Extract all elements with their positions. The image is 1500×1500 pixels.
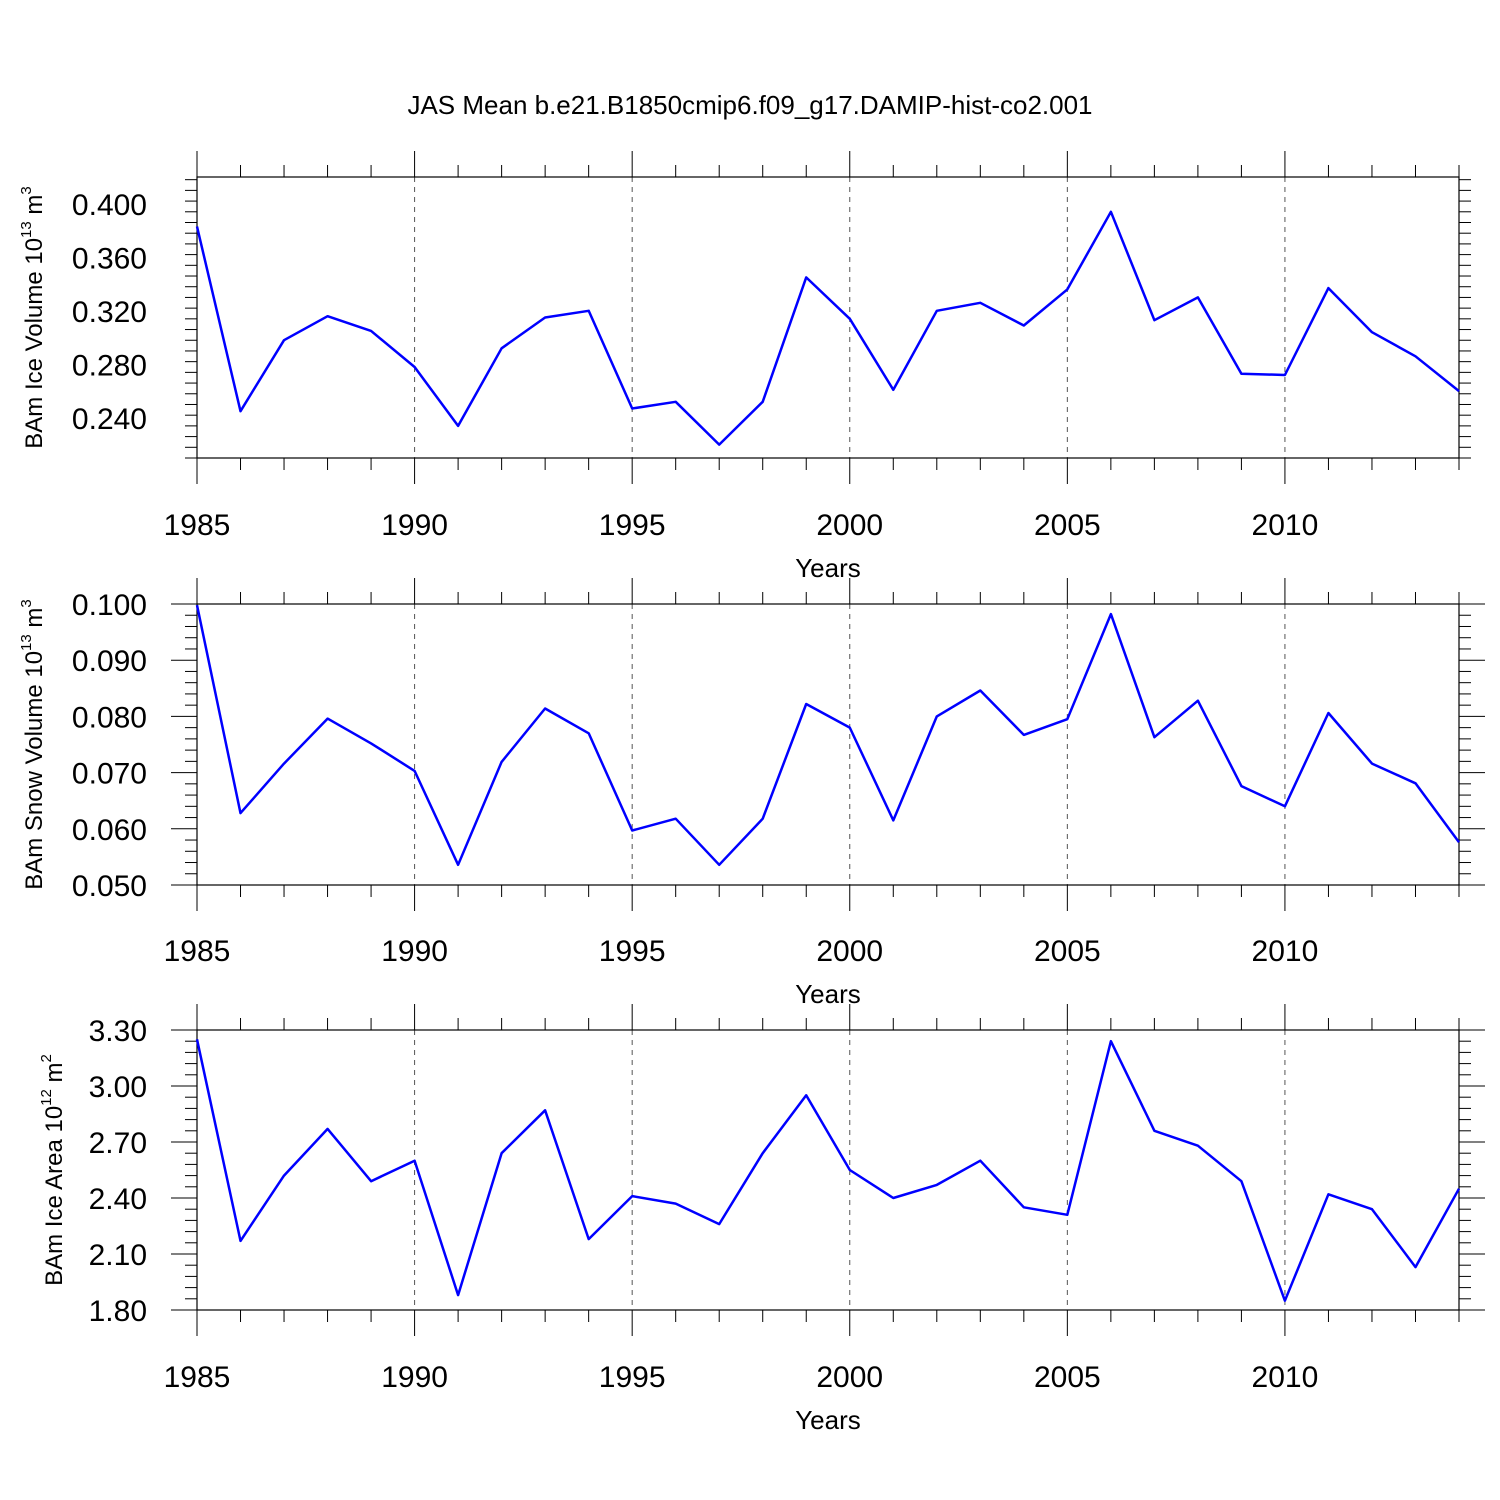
x-tick-label: 2005 (1034, 935, 1101, 968)
x-tick-label: 2000 (816, 935, 883, 968)
y-tick-label: 0.090 (72, 645, 147, 678)
plot-frame (196, 176, 1460, 459)
y-axis-label: BAm Ice Area 1012 m2 (38, 1054, 68, 1286)
y-tick-label: 0.070 (72, 758, 147, 791)
x-tick-label: 2000 (816, 509, 883, 542)
y-tick-label: 0.320 (72, 296, 147, 329)
panel-2: 0.050 0.060 0.070 0.080 0.090 0.100 1985 1990 19… (18, 578, 1485, 1009)
chart-title: JAS Mean b.e21.B1850cmip6.f09_g17.DAMIP-… (407, 90, 1092, 120)
x-tick-label: 1995 (599, 1361, 666, 1394)
x-tick-label: 1985 (164, 935, 231, 968)
x-axis-label: Years (795, 553, 861, 583)
x-tick-label: 2010 (1252, 1361, 1319, 1394)
y-axis-label: BAm Ice Volume 1013 m3 (18, 186, 48, 448)
y-tick-label: 0.080 (72, 701, 147, 734)
y-tick-label: 3.30 (89, 1015, 147, 1048)
y-tick-label: 0.240 (72, 403, 147, 436)
series-line (195, 210, 1460, 446)
x-tick-label: 2005 (1034, 1361, 1101, 1394)
y-tick-label: 2.40 (89, 1183, 147, 1216)
y-tick-label: 0.050 (72, 870, 147, 903)
series-line (195, 604, 1461, 867)
series-line (195, 1039, 1461, 1302)
panel-1: 0.240 0.280 0.320 0.360 0.400 1985 1990 1995 200… (18, 151, 1471, 583)
x-tick-label: 1990 (381, 1361, 448, 1394)
x-tick-label: 1995 (599, 509, 666, 542)
x-tick-label: 1995 (599, 935, 666, 968)
plot-frame (196, 1029, 1460, 1311)
plot-frame (196, 603, 1460, 886)
x-tick-label: 2005 (1034, 509, 1101, 542)
x-tick-label: 2010 (1252, 935, 1319, 968)
y-tick-label: 0.060 (72, 814, 147, 847)
y-tick-label: 0.100 (72, 589, 147, 622)
y-tick-label: 0.280 (72, 349, 147, 382)
x-axis-label: Years (795, 979, 861, 1009)
x-tick-label: 2000 (816, 1361, 883, 1394)
x-tick-label: 1985 (164, 1361, 231, 1394)
x-tick-label: 2010 (1252, 509, 1319, 542)
panel-3: 1.80 2.10 2.40 2.70 3.00 3.30 1985 1990 1995 2000… (38, 1004, 1485, 1435)
y-tick-label: 2.10 (89, 1239, 147, 1272)
y-tick-label: 0.400 (72, 189, 147, 222)
x-axis-label: Years (795, 1405, 861, 1435)
x-tick-label: 1990 (381, 935, 448, 968)
y-axis-label: BAm Snow Volume 1013 m3 (18, 599, 48, 890)
y-tick-label: 2.70 (89, 1127, 147, 1160)
y-tick-label: 3.00 (89, 1071, 147, 1104)
x-tick-label: 1985 (164, 509, 231, 542)
y-tick-label: 0.360 (72, 242, 147, 275)
y-tick-label: 1.80 (89, 1295, 147, 1328)
x-tick-label: 1990 (381, 509, 448, 542)
